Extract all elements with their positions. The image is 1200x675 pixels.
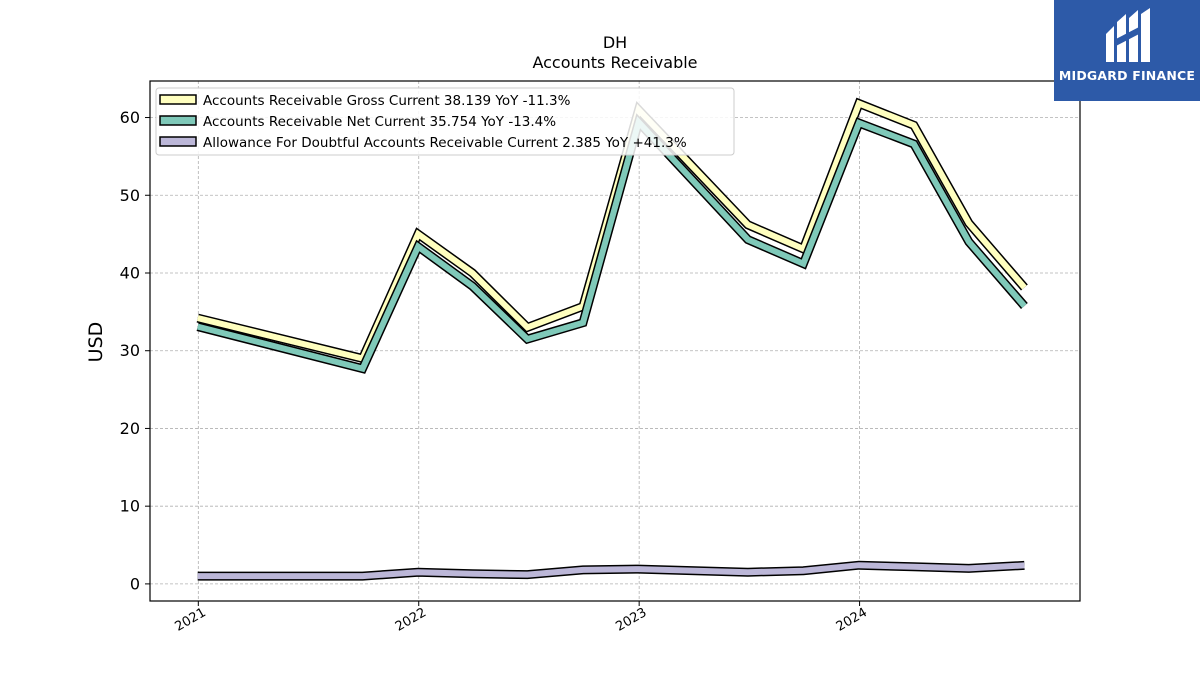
midgard-finance-logo: MIDGARD FINANCE (1054, 0, 1200, 101)
series-layer (196, 97, 1028, 581)
chart-subtitle: Accounts Receivable (532, 53, 697, 72)
series-line (197, 562, 1025, 580)
logo-mark-icon (1106, 8, 1150, 62)
legend-swatch (159, 94, 197, 105)
plot-frame (149, 80, 1081, 602)
y-axis-label: USD (85, 322, 107, 363)
series-outline (196, 113, 1028, 374)
series-line (196, 116, 1027, 373)
legend-label: Allowance For Doubtful Accounts Receivab… (203, 135, 687, 151)
x-tick-label: 2024 (834, 605, 870, 635)
legend: Accounts Receivable Gross Current 38.139… (155, 87, 735, 156)
y-tick-label: 10 (120, 497, 140, 516)
legend-label: Accounts Receivable Net Current 35.754 Y… (203, 114, 556, 130)
x-tick-label: 2023 (613, 605, 649, 635)
y-tick-label: 60 (120, 108, 140, 127)
legend-swatch (159, 115, 197, 126)
x-tick-label: 2022 (393, 605, 429, 635)
logo-text: MIDGARD FINANCE (1058, 68, 1196, 83)
y-tick-label: 50 (120, 186, 140, 205)
y-tick-label: 20 (120, 419, 140, 438)
chart-title: DH (603, 33, 627, 52)
legend-label: Accounts Receivable Gross Current 38.139… (203, 93, 571, 109)
axes: 0 10 20 30 40 50 60 2021 2022 2023 2024 (120, 108, 870, 635)
y-tick-label: 40 (120, 263, 140, 282)
legend-swatch (159, 136, 197, 147)
legend-box (155, 87, 735, 156)
y-tick-label: 0 (130, 574, 140, 593)
y-tick-label: 30 (120, 341, 140, 360)
x-tick-label: 2021 (172, 605, 208, 635)
